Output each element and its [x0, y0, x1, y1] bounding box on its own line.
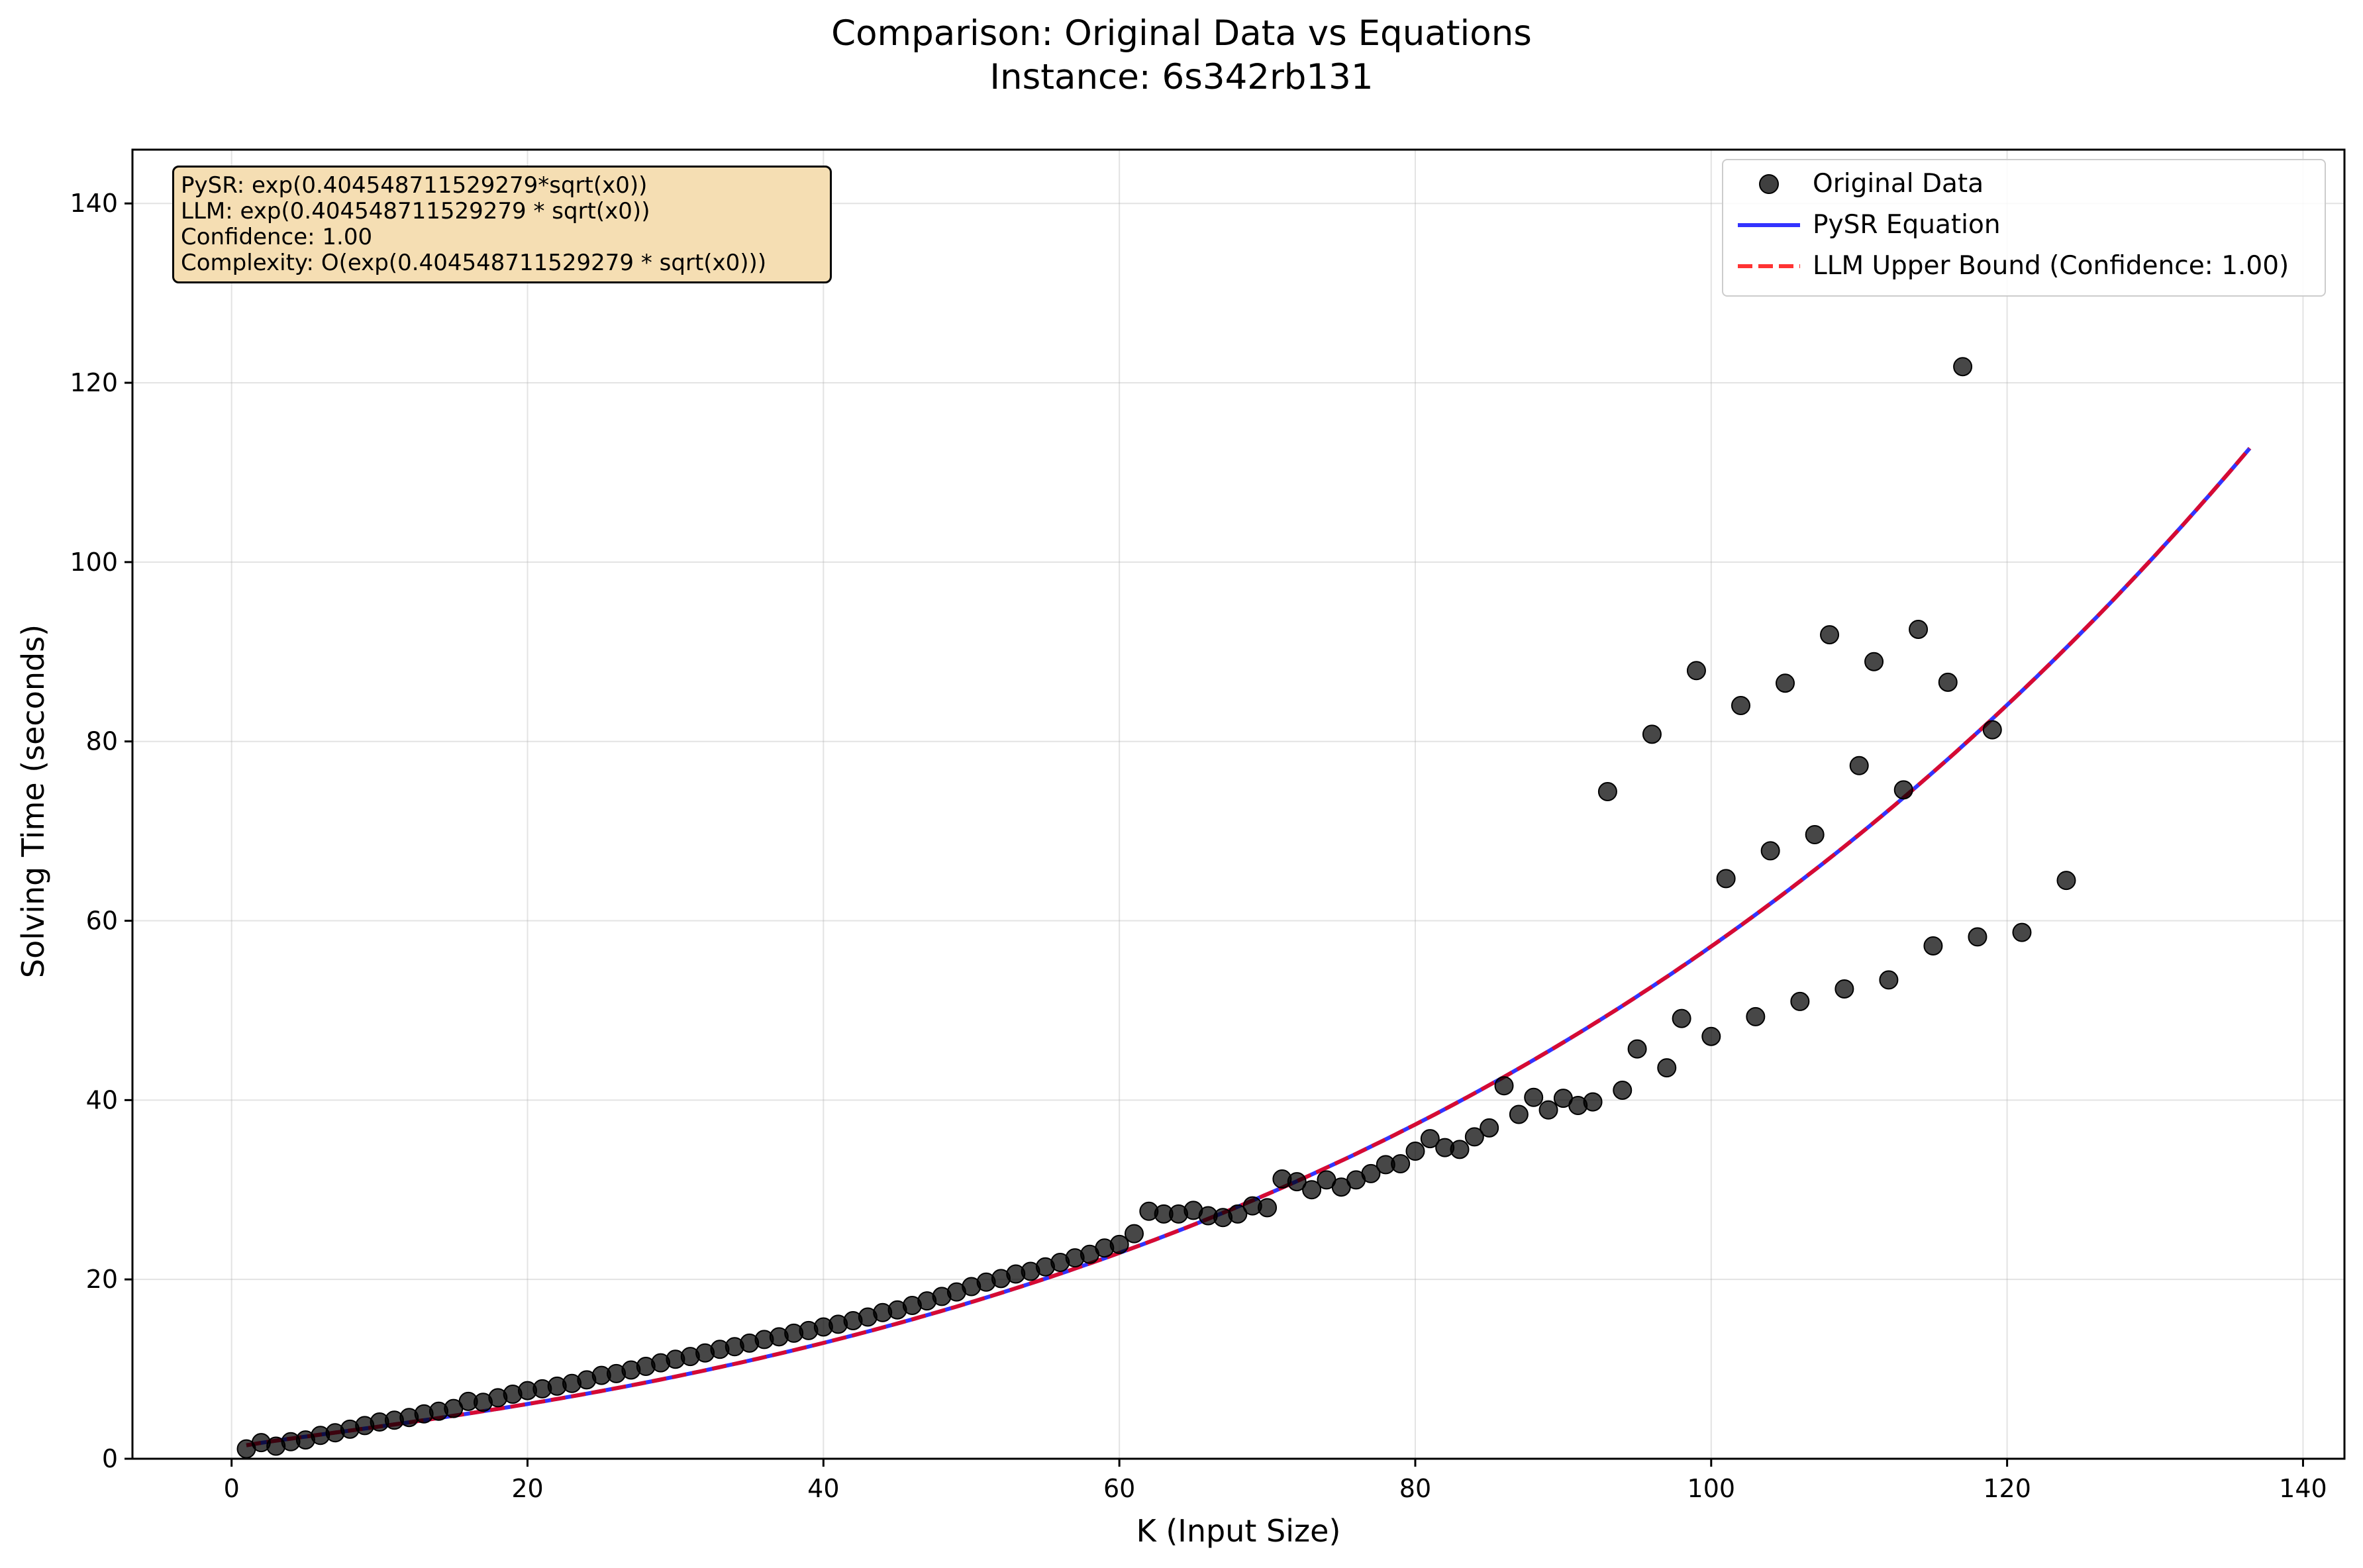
x-tick-label: 120	[1983, 1474, 2031, 1503]
data-point	[1464, 1127, 1484, 1147]
legend-marker-circle	[1759, 174, 1779, 194]
y-tick-label: 40	[86, 1085, 118, 1114]
data-point	[2056, 871, 2076, 891]
data-point	[1361, 1163, 1381, 1183]
y-tick-label: 20	[86, 1265, 118, 1294]
legend-label-original-data: Original Data	[1813, 169, 1984, 199]
data-point	[1613, 1080, 1633, 1100]
data-point	[1124, 1224, 1144, 1244]
data-point	[1879, 970, 1899, 990]
data-point	[1909, 619, 1929, 639]
x-tick-label: 20	[511, 1474, 543, 1503]
y-tick-label: 140	[70, 189, 118, 218]
legend-line-solid-blue	[1738, 223, 1800, 227]
data-point	[1790, 991, 1810, 1011]
y-tick-label: 80	[86, 727, 118, 756]
data-point	[1938, 672, 1958, 692]
data-point	[1701, 1026, 1721, 1046]
data-point	[1805, 825, 1825, 845]
x-tick-label: 60	[1103, 1474, 1135, 1503]
data-point	[1627, 1039, 1647, 1059]
plot-area-frame	[131, 148, 2346, 1460]
chart-title-block: Comparison: Original Data vs Equations I…	[0, 12, 2363, 99]
equation-curves	[246, 446, 2252, 1447]
x-tick-label: 140	[2279, 1474, 2327, 1503]
data-point	[1258, 1198, 1278, 1218]
data-point	[1391, 1153, 1411, 1173]
equation-info-box: PySR: exp(0.404548711529279*sqrt(x0)) LL…	[172, 166, 832, 283]
chart-title: Comparison: Original Data vs Equations	[831, 13, 1532, 54]
data-point	[1524, 1087, 1544, 1107]
legend-item-llm-upper-bound: LLM Upper Bound (Confidence: 1.00)	[1723, 246, 2325, 286]
x-tick-label: 80	[1399, 1474, 1431, 1503]
data-point	[1657, 1058, 1677, 1078]
info-line-confidence: Confidence: 1.00	[181, 224, 373, 250]
data-point	[1583, 1092, 1603, 1112]
data-point	[1450, 1140, 1470, 1159]
data-point	[1953, 357, 1973, 377]
y-axis-ticks: 0 20 40 60 80 100 120 140	[70, 189, 132, 1473]
x-tick-label: 40	[807, 1474, 839, 1503]
data-point	[1109, 1234, 1129, 1254]
data-point	[1776, 673, 1795, 693]
data-point	[2012, 922, 2032, 942]
x-axis-label: K (Input Size)	[1136, 1513, 1341, 1549]
data-point	[1597, 782, 1617, 802]
info-line-pysr: PySR: exp(0.404548711529279*sqrt(x0))	[181, 172, 648, 199]
legend-label-pysr-equation: PySR Equation	[1813, 210, 2001, 240]
data-point	[1509, 1104, 1529, 1124]
data-points	[236, 357, 2076, 1459]
chart-legend: Original Data PySR Equation LLM Upper Bo…	[1722, 159, 2326, 297]
data-point	[1480, 1118, 1499, 1138]
llm-upper-bound-line	[246, 446, 2252, 1447]
data-point	[1923, 936, 1943, 956]
data-point	[1228, 1204, 1248, 1224]
info-line-llm: LLM: exp(0.404548711529279 * sqrt(x0))	[181, 198, 650, 224]
data-point	[1716, 869, 1736, 889]
data-point	[1835, 979, 1854, 999]
data-point	[1893, 780, 1913, 800]
data-point	[1642, 724, 1662, 744]
data-point	[1849, 756, 1869, 775]
data-point	[1494, 1076, 1514, 1096]
legend-item-original-data: Original Data	[1723, 164, 2325, 204]
y-tick-label: 120	[70, 368, 118, 397]
x-tick-label: 100	[1687, 1474, 1736, 1503]
legend-item-pysr-equation: PySR Equation	[1723, 205, 2325, 245]
data-point	[1820, 625, 1840, 645]
chart-subtitle: Instance: 6s342rb131	[989, 57, 1374, 97]
legend-label-llm-upper-bound: LLM Upper Bound (Confidence: 1.00)	[1813, 251, 2289, 281]
pysr-equation-line	[246, 446, 2252, 1447]
y-tick-label: 100	[70, 548, 118, 577]
data-point	[1864, 652, 1884, 671]
data-point	[1968, 927, 1987, 947]
x-axis-ticks: 0 20 40 60 80 100 120 140	[224, 1459, 2327, 1503]
data-point	[1420, 1129, 1440, 1149]
y-tick-label: 60	[86, 906, 118, 936]
data-point	[1538, 1100, 1558, 1120]
y-axis-label: Solving Time (seconds)	[15, 624, 51, 978]
data-point	[1982, 720, 2002, 740]
data-point	[1405, 1142, 1425, 1161]
data-point	[1287, 1172, 1307, 1192]
info-line-complexity: Complexity: O(exp(0.404548711529279 * sq…	[181, 250, 767, 276]
data-point	[1672, 1008, 1691, 1028]
data-point	[1302, 1180, 1322, 1200]
x-tick-label: 0	[224, 1474, 240, 1503]
grid-lines	[132, 150, 2344, 1459]
data-point	[1760, 841, 1780, 861]
data-point	[1686, 661, 1706, 681]
legend-line-dashed-red	[1738, 264, 1800, 268]
data-point	[1746, 1006, 1766, 1026]
data-point	[1731, 696, 1750, 716]
y-tick-label: 0	[102, 1444, 118, 1473]
